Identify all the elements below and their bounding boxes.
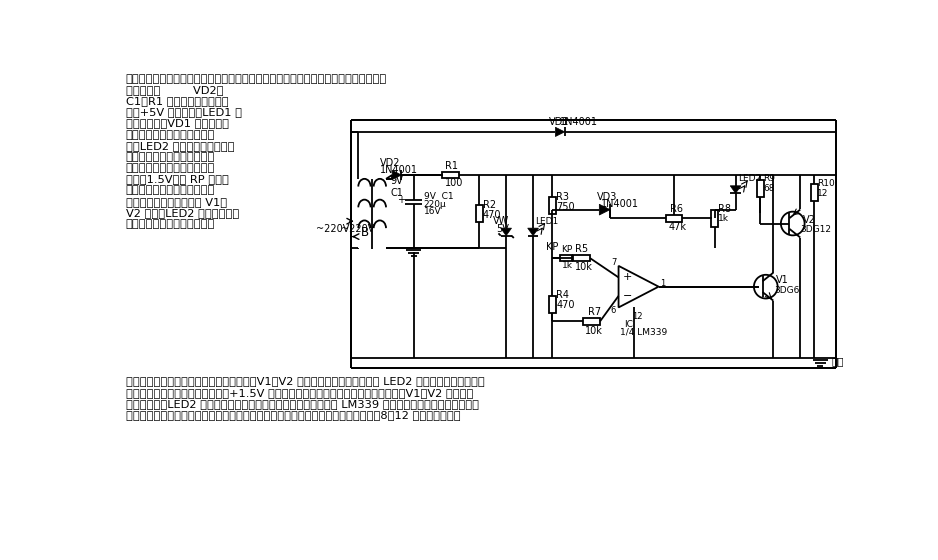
Polygon shape [501, 228, 511, 236]
Polygon shape [599, 204, 610, 215]
Text: LED1: LED1 [536, 217, 559, 226]
Text: 电回路所需的普通直流脉动电: 电回路所需的普通直流脉动电 [126, 129, 215, 139]
Text: 470: 470 [483, 210, 502, 220]
Text: 6: 6 [611, 306, 616, 315]
Text: 5V: 5V [496, 224, 509, 234]
Text: +: + [623, 272, 632, 282]
Text: 1: 1 [660, 279, 665, 288]
Text: −: − [623, 291, 632, 301]
Polygon shape [618, 266, 658, 307]
Text: C1: C1 [390, 188, 403, 198]
Text: R3: R3 [556, 192, 569, 202]
Bar [560, 255, 572, 261]
Text: V2 截止，LED2 不亮。当电路: V2 截止，LED2 不亮。当电路 [126, 208, 239, 218]
Text: VW: VW [493, 216, 509, 226]
Text: 一旦电池两端的电压高于基准电压+1.5V 时，比较器立即翻转，其输出端变为低电平，V1、V2 截止，充: 一旦电池两端的电压高于基准电压+1.5V 时，比较器立即翻转，其输出端变为低电平… [126, 388, 473, 398]
Bar [476, 205, 483, 222]
Text: 16V: 16V [424, 207, 442, 217]
Bar [757, 180, 764, 197]
Text: 12: 12 [631, 312, 643, 321]
Text: 定在＋1.5V（由 RP 调整决: 定在＋1.5V（由 RP 调整决 [126, 174, 229, 184]
Text: 750: 750 [556, 202, 575, 212]
Text: 压。电路空载时，三极管 V1、: 压。电路空载时，三极管 V1、 [126, 197, 227, 207]
Text: 68: 68 [764, 184, 775, 193]
Text: 3DG6: 3DG6 [774, 286, 799, 295]
Text: 1k: 1k [563, 262, 573, 270]
Text: 电池: 电池 [831, 356, 843, 366]
Text: VD3: VD3 [597, 192, 617, 202]
Text: 1N4001: 1N4001 [560, 117, 598, 127]
Text: 压，LED2 作为充电指示。控制: 压，LED2 作为充电指示。控制 [126, 141, 234, 151]
Text: R4: R4 [556, 290, 569, 300]
Text: 电过程结束，LED2 息灯。电路图中只画出了一组充电电路。利用 LM339 的另外三个比较器则可再组成三: 电过程结束，LED2 息灯。电路图中只画出了一组充电电路。利用 LM339 的另… [126, 399, 478, 409]
Text: R7: R7 [588, 307, 601, 317]
Text: 470: 470 [556, 300, 575, 310]
Text: 为电源指示；VD1 用以提供充: 为电源指示；VD1 用以提供充 [126, 118, 229, 128]
Text: 9V  C1: 9V C1 [424, 192, 453, 201]
Text: VD1: VD1 [550, 117, 569, 127]
Text: C1、R1 用以提供控制电路所: C1、R1 用以提供控制电路所 [126, 96, 228, 106]
Text: +: + [397, 195, 405, 204]
Text: R5: R5 [575, 244, 588, 254]
Text: 电位低于同相输入端，比较器输出高电平，V1、V2 导通，充电过程开始，同时 LED2 点亮。在充电过程中，: 电位低于同相输入端，比较器输出高电平，V1、V2 导通，充电过程开始，同时 LE… [126, 376, 485, 386]
Polygon shape [392, 170, 401, 180]
Text: 需的+5V 直流电压，LED1 作: 需的+5V 直流电压，LED1 作 [126, 108, 242, 117]
Text: 9V: 9V [390, 176, 403, 186]
Polygon shape [555, 127, 565, 137]
Text: R1: R1 [446, 161, 459, 171]
Text: 220μ: 220μ [424, 200, 446, 209]
Bar [666, 214, 683, 222]
Text: 3DG12: 3DG12 [800, 225, 831, 234]
Text: 1k: 1k [718, 214, 729, 223]
Polygon shape [730, 186, 741, 193]
Text: ~220V: ~220V [316, 224, 349, 234]
Text: B: B [361, 226, 370, 239]
Text: LED2: LED2 [738, 174, 761, 183]
Bar [711, 209, 719, 227]
Text: IC: IC [624, 320, 633, 329]
Text: KP: KP [562, 245, 573, 254]
Text: R9: R9 [764, 174, 776, 183]
Text: 7: 7 [611, 258, 616, 267]
Text: 1N4001: 1N4001 [380, 165, 417, 175]
Bar [583, 318, 600, 325]
Text: 10k: 10k [584, 325, 602, 335]
Text: 情况下，其同相输入端电位设: 情况下，其同相输入端电位设 [126, 163, 215, 173]
Bar [442, 171, 460, 179]
Text: 定），用作充电电池的基准电: 定），用作充电电池的基准电 [126, 185, 215, 195]
Bar [573, 255, 590, 261]
Text: 47k: 47k [669, 222, 687, 232]
Text: V2: V2 [803, 214, 816, 225]
Text: 组充电电路，故该装置可分别对四节电池进行独立充电，对于一般的镁镐电池充电在8～12 小时即可充足。: 组充电电路，故该装置可分别对四节电池进行独立充电，对于一般的镁镐电池充电在8～1… [126, 410, 461, 420]
Text: 1/4 LM339: 1/4 LM339 [620, 328, 667, 337]
Text: 接入充电电池时，反相输入端: 接入充电电池时，反相输入端 [126, 219, 215, 229]
Bar [549, 197, 556, 214]
Text: 电路示于图         VD2、: 电路示于图 VD2、 [126, 85, 223, 95]
Bar [549, 296, 556, 313]
Text: 10k: 10k [575, 262, 593, 272]
Text: R6: R6 [670, 204, 683, 214]
Text: 100: 100 [445, 179, 463, 189]
Text: ~220V: ~220V [341, 224, 374, 234]
Text: 电路采用电压比较器。在正常: 电路采用电压比较器。在正常 [126, 152, 215, 162]
Text: R8: R8 [718, 204, 731, 214]
Text: V1: V1 [777, 276, 789, 286]
Text: 1N4001: 1N4001 [601, 199, 639, 209]
Bar [810, 184, 818, 201]
Text: R10: R10 [817, 179, 835, 188]
Text: 本电路能在电池充到预定电压值时自动停止充电。从而防止电池过充电而引起的损坏。: 本电路能在电池充到预定电压值时自动停止充电。从而防止电池过充电而引起的损坏。 [126, 74, 387, 84]
Text: KP: KP [546, 242, 558, 253]
Text: 12: 12 [817, 189, 828, 198]
Text: VD2: VD2 [380, 158, 401, 167]
Polygon shape [528, 228, 538, 236]
Text: R2: R2 [483, 200, 496, 210]
